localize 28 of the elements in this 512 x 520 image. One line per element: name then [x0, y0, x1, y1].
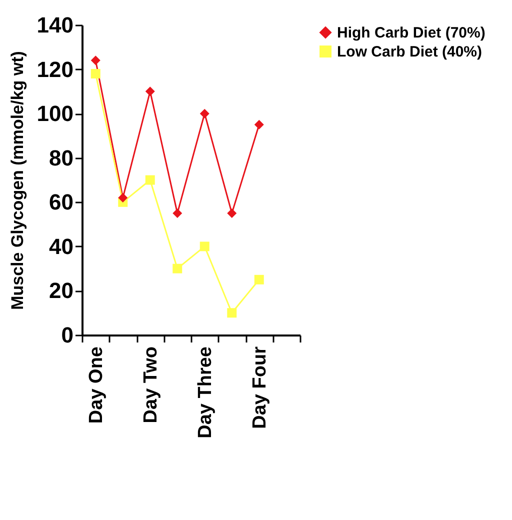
point: [200, 242, 210, 252]
point: [172, 208, 182, 218]
y-tick-label: 120: [36, 56, 74, 82]
point: [90, 68, 100, 78]
point: [254, 120, 264, 130]
point: [254, 274, 264, 284]
y-tick-label: 80: [49, 145, 74, 170]
x-tick-label: Day Four: [250, 346, 271, 429]
x-tick-label: Day Two: [140, 346, 162, 424]
point: [200, 108, 210, 118]
x-tick-label: Day One: [86, 346, 108, 424]
point: [90, 56, 100, 66]
y-tick-label: 40: [49, 234, 74, 259]
y-axis-title: Muscle Glycogen (mmole/kg wt): [8, 51, 27, 310]
point: [227, 308, 237, 318]
point: [118, 192, 128, 202]
legend-label: High Carb Diet (70%): [337, 24, 486, 42]
point: [145, 175, 155, 185]
point: [227, 208, 237, 218]
y-tick-label: 140: [36, 12, 74, 38]
x-tick-label: Day Three: [195, 346, 216, 438]
y-tick-label: 60: [49, 190, 74, 215]
point: [145, 86, 155, 96]
y-tick-label: 100: [36, 101, 74, 126]
y-tick-label: 20: [49, 278, 74, 304]
point: [172, 264, 182, 274]
legend-label: Low Carb Diet (40%): [337, 44, 482, 60]
y-tick-label: 0: [61, 322, 74, 348]
